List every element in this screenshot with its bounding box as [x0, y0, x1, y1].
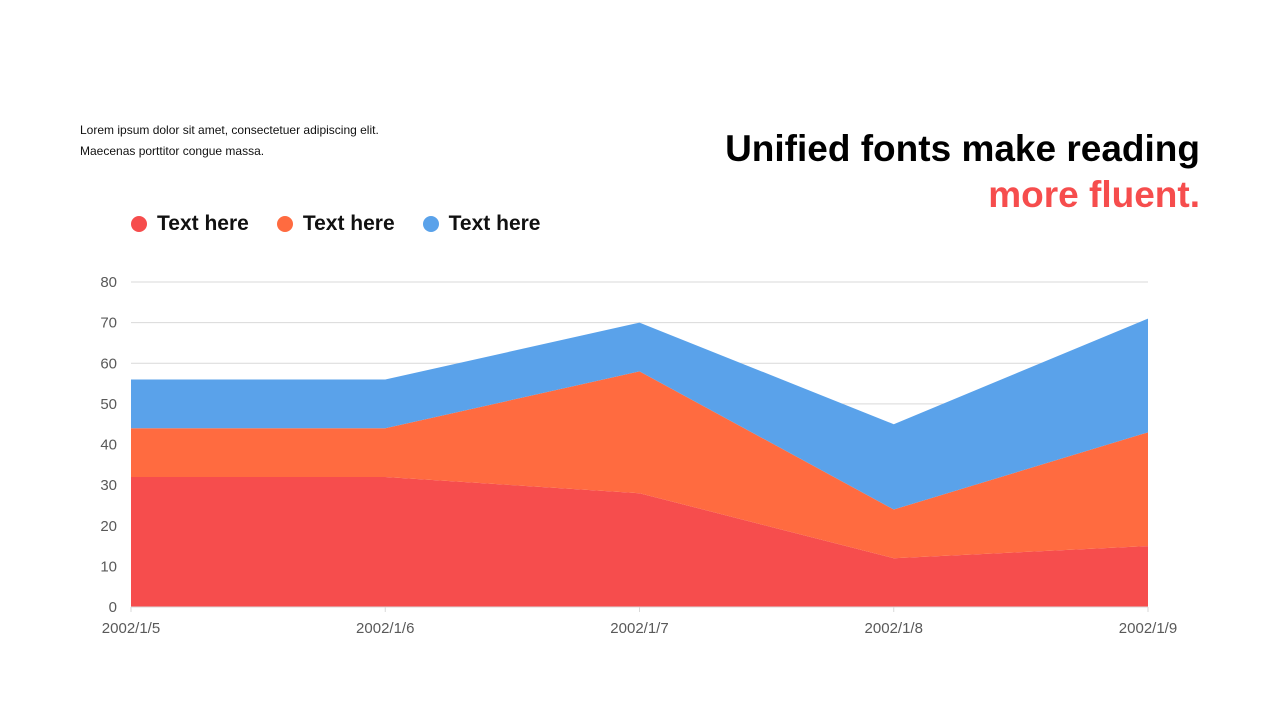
x-tick-label: 2002/1/8 — [865, 620, 923, 637]
x-tick-label: 2002/1/7 — [610, 620, 668, 637]
x-tick-label: 2002/1/6 — [356, 620, 414, 637]
y-tick-label: 40 — [100, 437, 117, 454]
intro-line-1: Lorem ipsum dolor sit amet, consectetuer… — [80, 123, 379, 137]
legend-label-series-1: Text here — [157, 212, 249, 235]
area-series-2 — [131, 371, 1148, 559]
intro-text: Lorem ipsum dolor sit amet, consectetuer… — [80, 120, 379, 162]
legend-dot-series-3 — [422, 216, 439, 232]
y-tick-label: 50 — [100, 396, 117, 413]
legend-item-series-3: Text here — [422, 212, 541, 236]
area-series-1 — [131, 477, 1148, 607]
headline-line-2: more fluent. — [988, 174, 1200, 215]
y-tick-label: 30 — [100, 477, 117, 494]
legend-label-series-2: Text here — [302, 212, 395, 235]
chart-legend: Text here Text here Text here — [131, 212, 568, 236]
x-tick-label: 2002/1/5 — [102, 620, 160, 637]
y-tick-label: 20 — [100, 518, 117, 535]
legend-dot-series-1 — [131, 216, 147, 232]
headline-line-1: Unified fonts make reading — [725, 128, 1200, 169]
headline: Unified fonts make reading more fluent. — [725, 126, 1200, 218]
legend-item-series-2: Text here — [276, 212, 395, 236]
y-tick-label: 10 — [100, 558, 117, 575]
y-tick-label: 80 — [100, 274, 117, 291]
legend-dot-series-2 — [276, 216, 293, 232]
y-tick-label: 70 — [100, 315, 117, 332]
legend-label-series-3: Text here — [448, 212, 541, 235]
x-tick-label: 2002/1/9 — [1119, 620, 1177, 637]
legend-item-series-1: Text here — [131, 212, 249, 236]
area-series-3 — [131, 318, 1148, 510]
y-tick-label: 0 — [109, 599, 117, 616]
y-tick-label: 60 — [100, 355, 117, 372]
intro-line-2: Maecenas porttitor congue massa. — [80, 144, 265, 158]
